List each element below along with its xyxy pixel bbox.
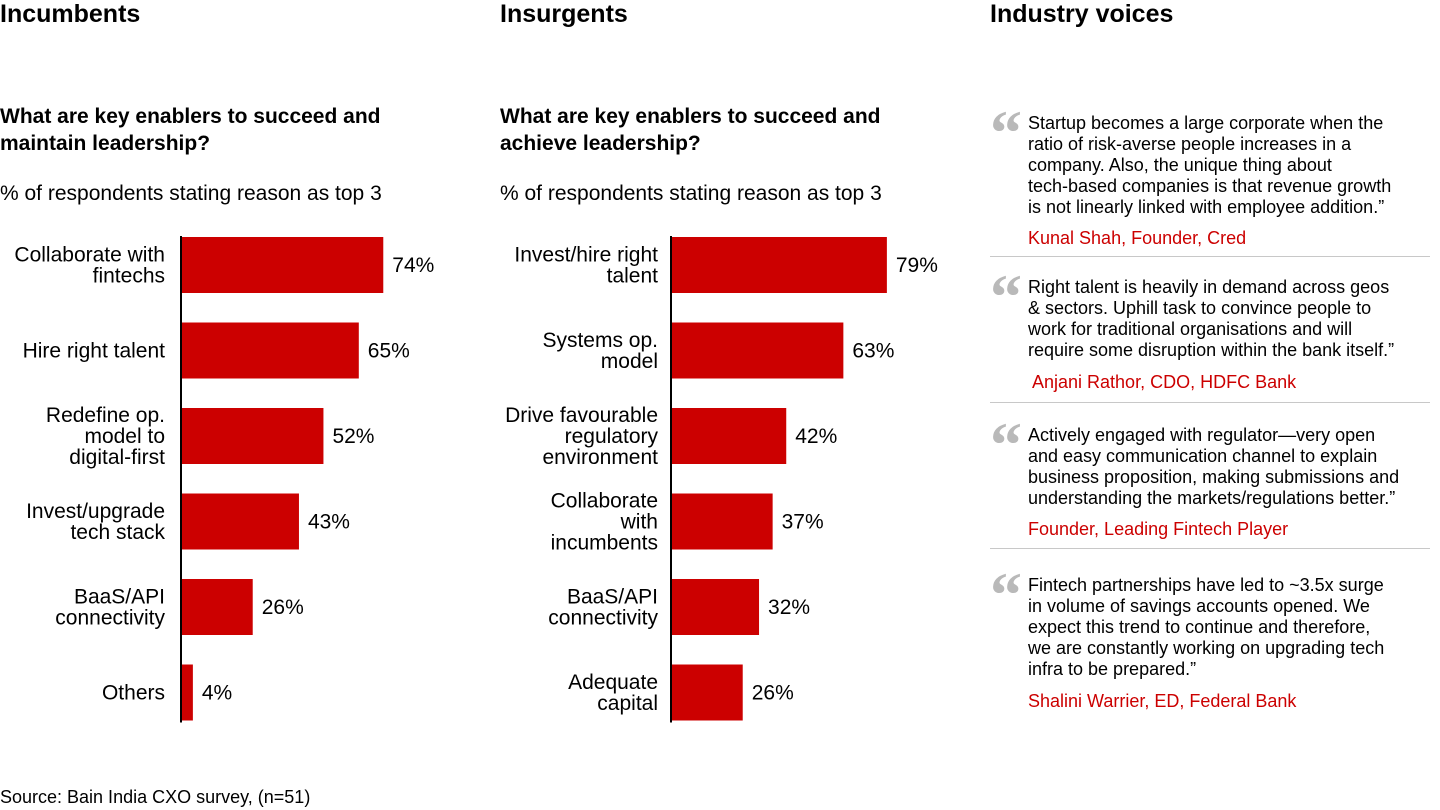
- quote-author: Kunal Shah, Founder, Cred: [1028, 228, 1247, 248]
- quote-author: Shalini Warrier, ED, Federal Bank: [1028, 691, 1297, 711]
- quote-author: Anjani Rathor, CDO, HDFC Bank: [1032, 372, 1297, 392]
- bar: [672, 408, 787, 464]
- quote-mark-icon: “: [990, 261, 1022, 332]
- industry-voices-heading: Industry voices: [990, 0, 1174, 28]
- insurgents-heading: Insurgents: [500, 0, 628, 28]
- bar: [672, 664, 743, 721]
- bar: [182, 664, 193, 721]
- bar: [672, 579, 760, 635]
- quote-author: Founder, Leading Fintech Player: [1028, 519, 1289, 539]
- insurgents-subtitle: % of respondents stating reason as top 3: [500, 182, 882, 205]
- quote-mark-icon: “: [990, 409, 1022, 480]
- quote-divider: [990, 256, 1430, 257]
- category-label: Invest/upgrade tech stack: [26, 500, 165, 544]
- bar: [182, 237, 384, 293]
- insurgents-question: What are key enablers to succeed and ach…: [500, 105, 881, 155]
- data-label: 52%: [332, 425, 374, 448]
- quote-text: Actively engaged with regulator—very ope…: [1028, 425, 1400, 508]
- bar: [672, 322, 844, 379]
- category-label: Others: [102, 682, 165, 705]
- category-label: Systems op. model: [542, 329, 658, 373]
- quote-text: Right talent is heavily in demand across…: [1028, 277, 1395, 360]
- category-label: Collaborate with incumbents: [551, 490, 658, 555]
- data-label: 79%: [896, 254, 938, 277]
- category-label: Drive favourable regulatory environment: [505, 404, 658, 469]
- data-label: 74%: [392, 254, 434, 277]
- quote-text: Fintech partnerships have led to ~3.5x s…: [1028, 575, 1385, 679]
- category-label: Collaborate with fintechs: [14, 244, 165, 288]
- category-label: Redefine op. model to digital-first: [46, 404, 165, 469]
- incumbents-heading: Incumbents: [0, 0, 141, 28]
- incumbents-question: What are key enablers to succeed and mai…: [0, 105, 381, 155]
- bar: [182, 322, 359, 379]
- quote-text: Startup becomes a large corporate when t…: [1028, 113, 1392, 217]
- bar: [182, 408, 324, 464]
- incumbents-bar-chart: 74% Collaborate with fintechs 65% Hire right…: [14, 236, 434, 723]
- quote-divider: [990, 402, 1430, 403]
- category-label: Adequate capital: [568, 671, 658, 715]
- insurgents-bar-chart: 79% Invest/hire right talent 63% Systems op.…: [505, 236, 938, 723]
- data-label: 43%: [308, 511, 350, 534]
- bar: [672, 237, 887, 293]
- data-label: 65%: [368, 340, 410, 363]
- bar: [182, 579, 253, 635]
- category-label: Invest/hire right talent: [514, 244, 658, 288]
- data-label: 26%: [752, 682, 794, 705]
- data-label: 63%: [852, 340, 894, 363]
- data-label: 37%: [782, 511, 824, 534]
- category-label: Hire right talent: [23, 340, 166, 363]
- data-label: 4%: [202, 682, 232, 705]
- bar: [672, 493, 773, 550]
- category-label: BaaS/API connectivity: [55, 586, 165, 630]
- data-label: 42%: [795, 425, 837, 448]
- bar: [182, 493, 299, 550]
- data-label: 26%: [262, 596, 304, 619]
- quote-divider: [990, 548, 1430, 549]
- quote-mark-icon: “: [990, 559, 1022, 630]
- quote-mark-icon: “: [990, 97, 1022, 168]
- incumbents-subtitle: % of respondents stating reason as top 3: [0, 182, 382, 205]
- source-note: Source: Bain India CXO survey, (n=51): [0, 787, 311, 807]
- category-label: BaaS/API connectivity: [548, 586, 658, 630]
- data-label: 32%: [768, 596, 810, 619]
